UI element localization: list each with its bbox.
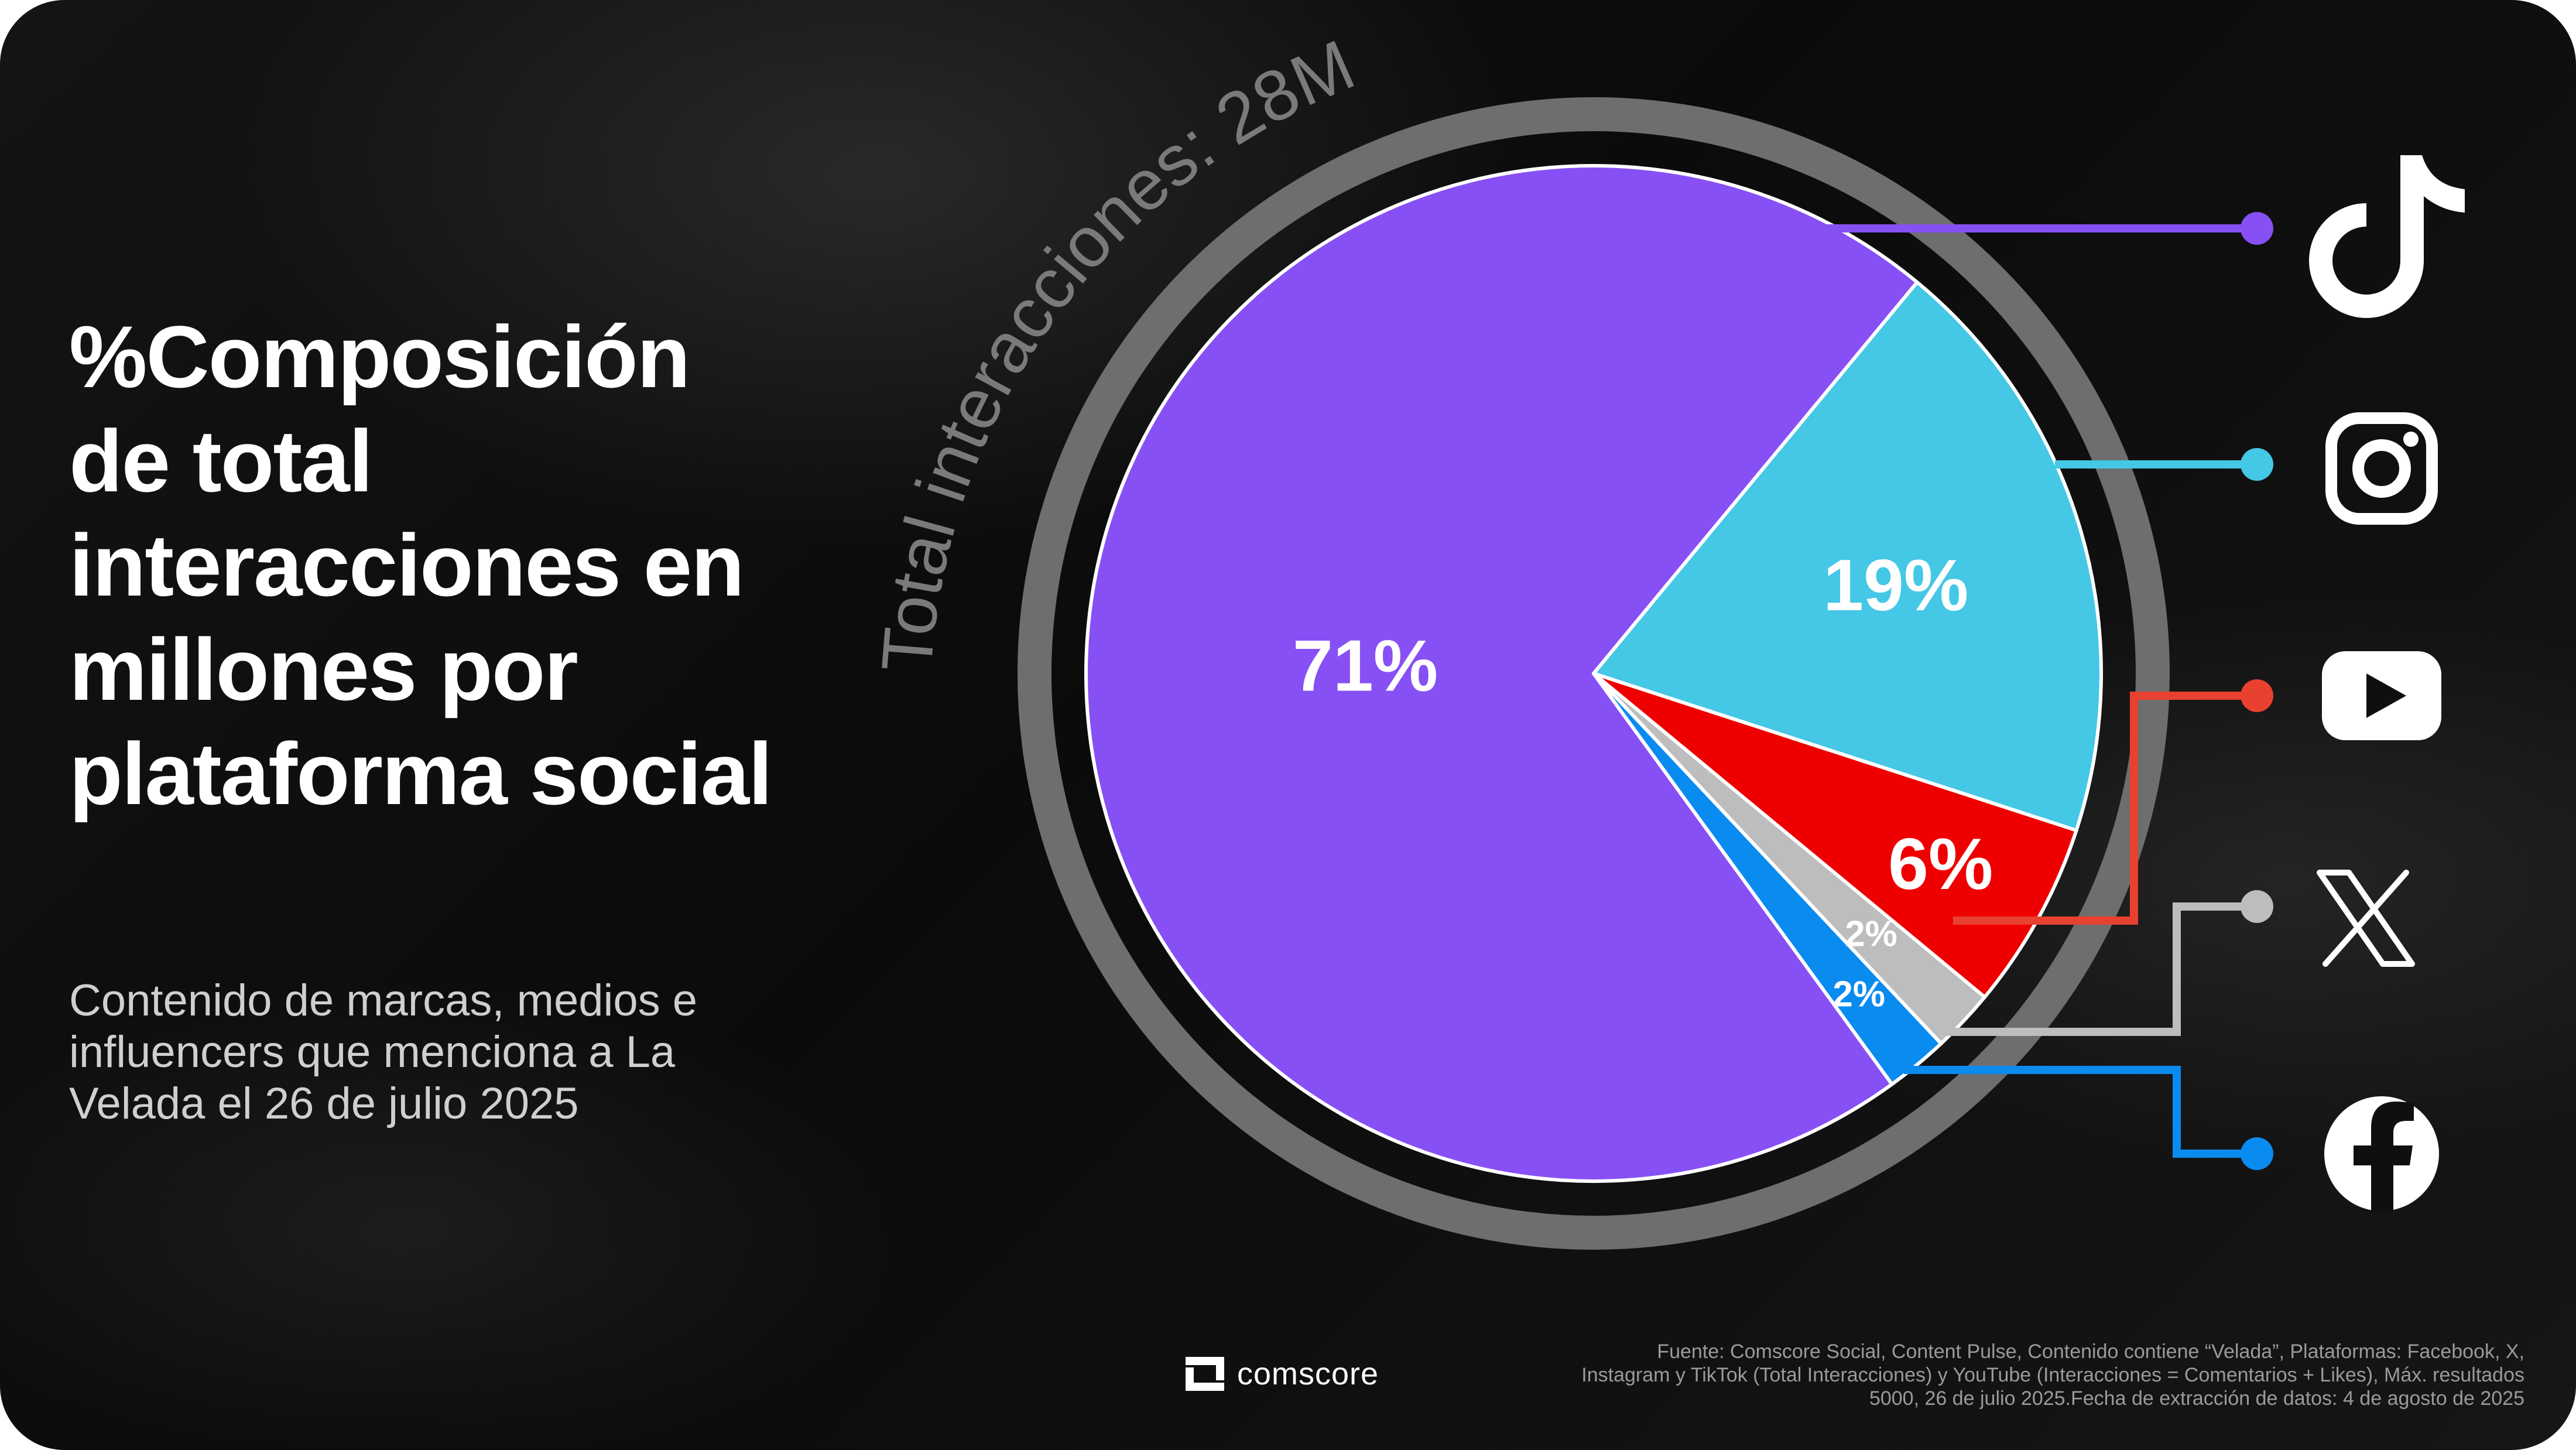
leader-dot-facebook bbox=[2241, 1137, 2273, 1170]
slice-label-facebook: 2% bbox=[1832, 974, 1885, 1014]
leader-line-youtube bbox=[1952, 692, 2257, 925]
comscore-wordmark: comscore bbox=[1237, 1356, 1379, 1391]
pie-slice-tiktok bbox=[1084, 164, 1919, 1183]
source-note: Fuente: Comscore Social, Content Pulse, … bbox=[1581, 1340, 2524, 1410]
leader-dot-tiktok bbox=[2241, 212, 2273, 245]
slice-label-instagram: 19% bbox=[1823, 545, 1968, 626]
x-icon bbox=[2317, 870, 2415, 967]
chart-subtitle: Contenido de marcas, medios e influencer… bbox=[69, 976, 698, 1128]
slice-labels: 71% 19% 6% 2% 2% bbox=[1293, 545, 1993, 1014]
comscore-logo-icon bbox=[1186, 1357, 1224, 1391]
slice-label-x: 2% bbox=[1845, 914, 1897, 955]
leader-lines bbox=[1827, 212, 2273, 1170]
leader-dot-x bbox=[2241, 890, 2273, 923]
youtube-icon bbox=[2322, 651, 2441, 740]
instagram-icon bbox=[2325, 412, 2438, 525]
pie-slices bbox=[1084, 164, 2103, 1183]
facebook-icon bbox=[2324, 1096, 2439, 1211]
outer-ring bbox=[1018, 97, 2170, 1250]
leader-dot-instagram bbox=[2241, 448, 2273, 481]
chart-title: %Composición de total interacciones en m… bbox=[69, 307, 773, 823]
pie-slice-instagram bbox=[1592, 280, 2103, 832]
pie-slice-facebook bbox=[1592, 672, 1943, 1086]
leader-line-x bbox=[1937, 902, 2257, 1036]
leader-line-facebook bbox=[1904, 1066, 2257, 1158]
comscore-brand: comscore bbox=[1186, 1356, 1379, 1392]
slice-label-tiktok: 71% bbox=[1293, 626, 1438, 707]
tiktok-icon bbox=[2309, 155, 2465, 318]
slice-label-youtube: 6% bbox=[1888, 824, 1993, 905]
leader-dot-youtube bbox=[2241, 679, 2273, 712]
